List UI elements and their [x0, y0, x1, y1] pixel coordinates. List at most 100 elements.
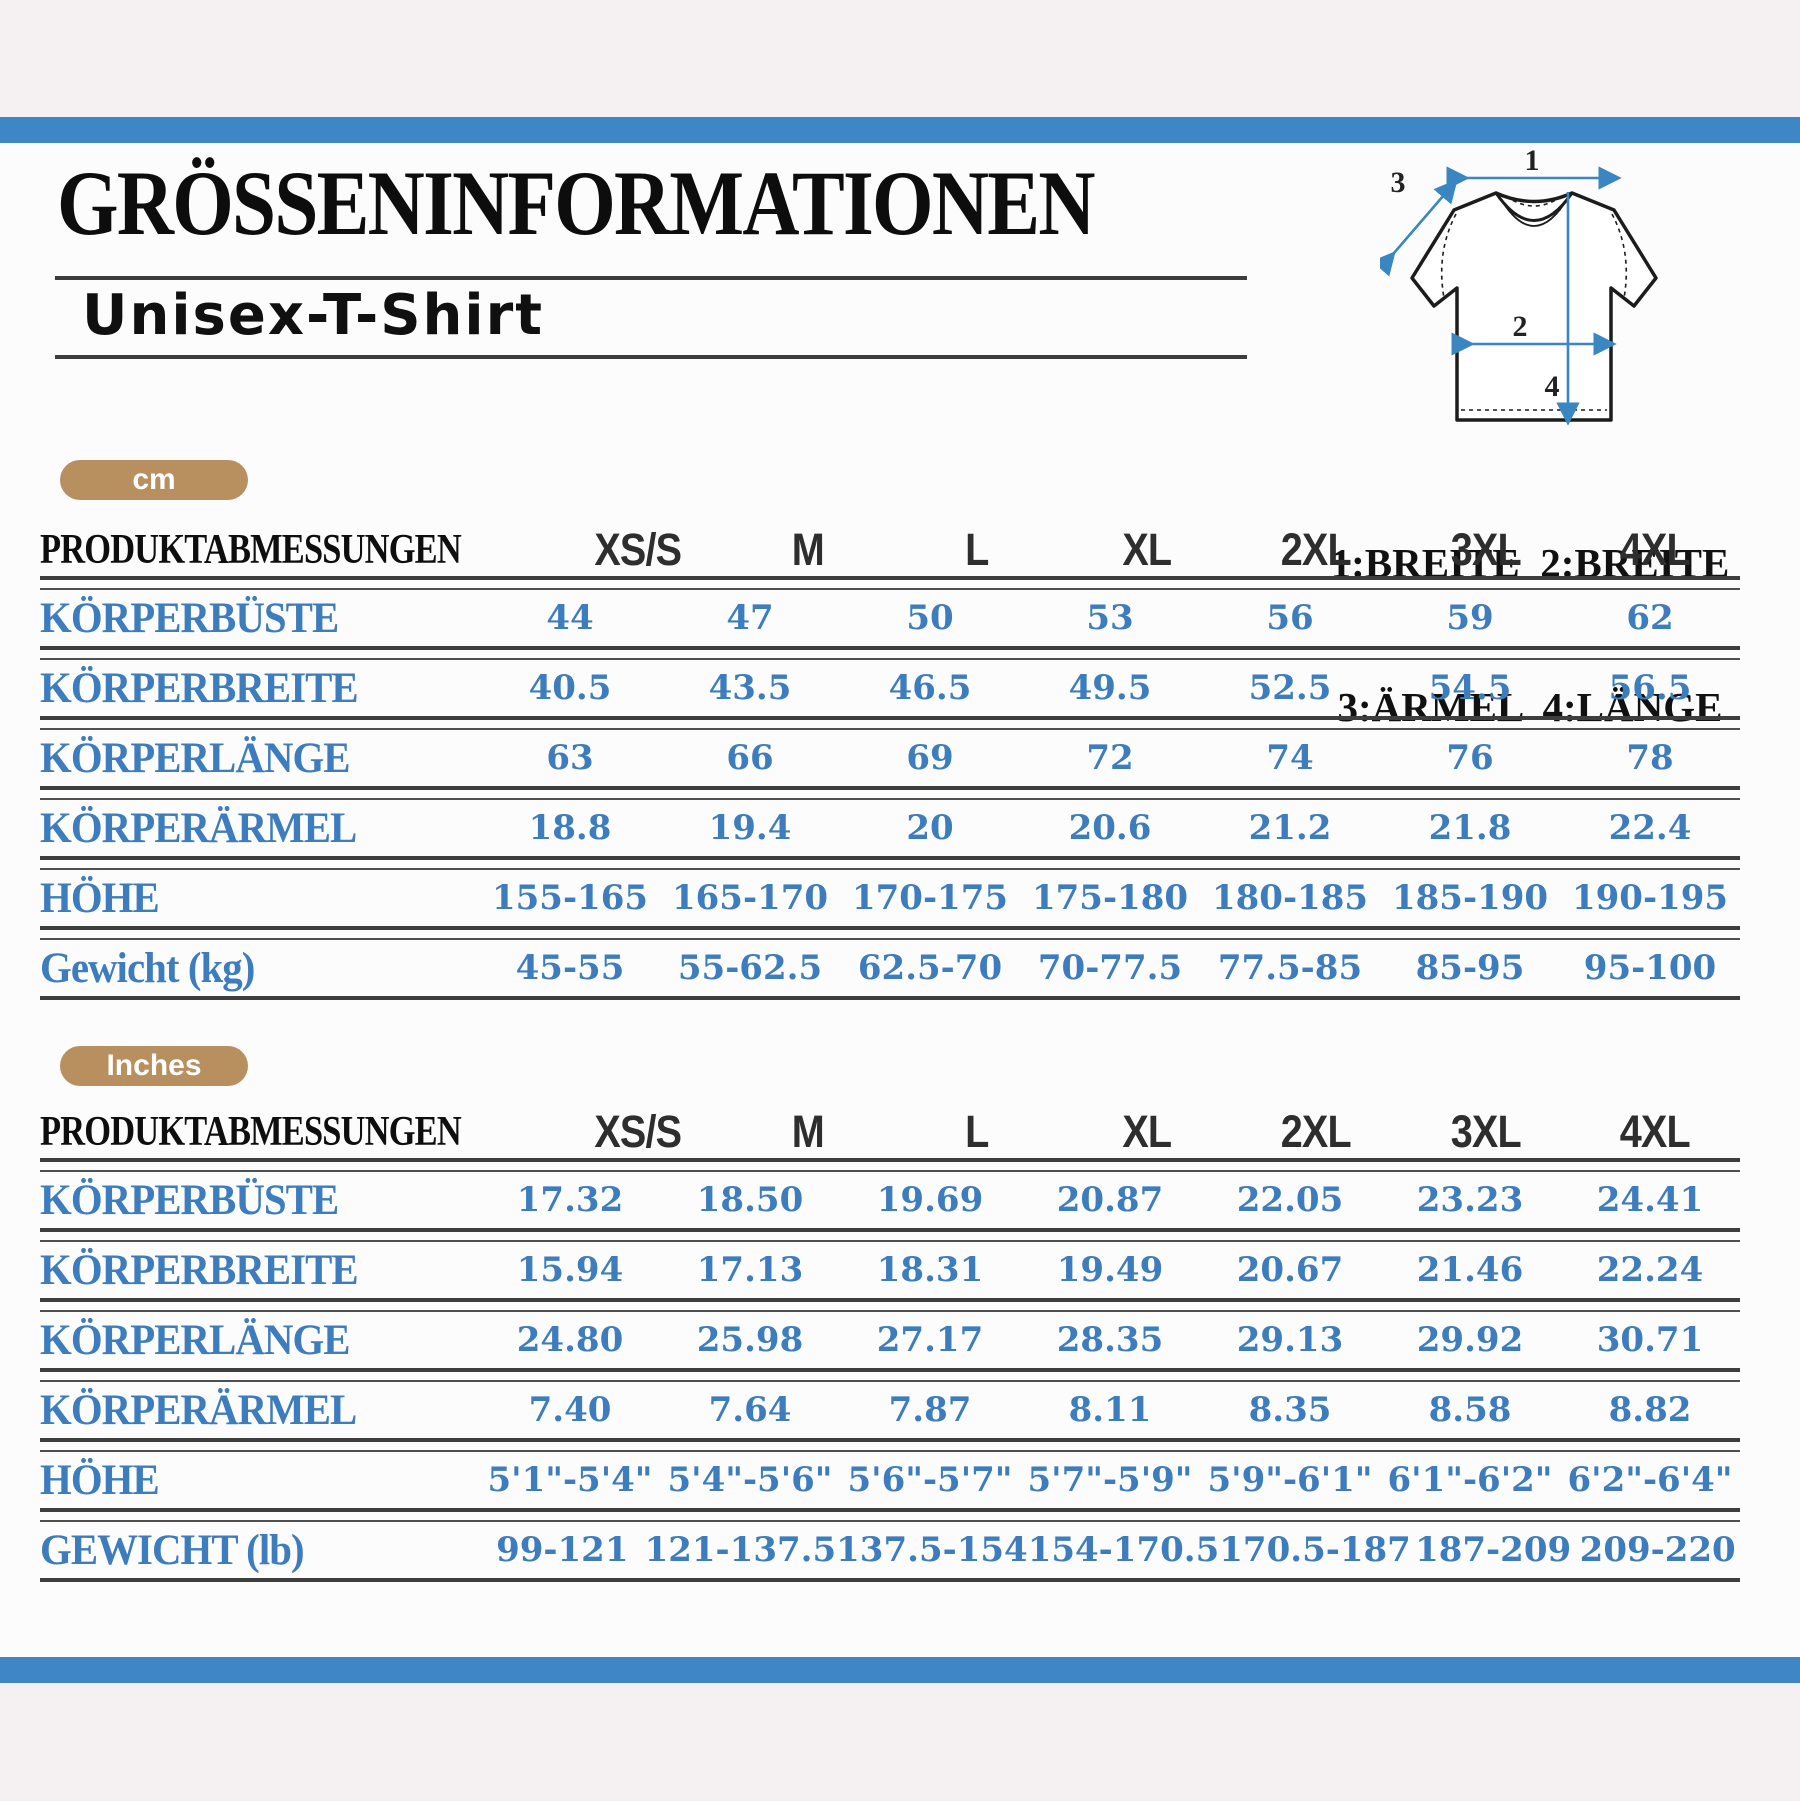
cell-value: 55-62.5	[677, 948, 823, 988]
legend-line-2: 3:ÄRMEL 4:LÄNGE	[1337, 684, 1723, 730]
cell-value: 185-190	[1391, 878, 1549, 918]
cell-value: 62.5-70	[857, 948, 1003, 988]
size-column-header: XS/S	[594, 524, 683, 575]
cell-value: 17.32	[516, 1180, 624, 1220]
row-divider	[40, 856, 1740, 870]
row-divider	[40, 1228, 1740, 1242]
cell-value: 53	[1086, 598, 1134, 638]
subtitle-underline	[55, 355, 1247, 359]
diagram-marker-1: 1	[1525, 148, 1540, 177]
row-divider	[40, 1298, 1740, 1312]
cell-value: 45-55	[515, 948, 625, 988]
cell-value: 170-175	[851, 878, 1009, 918]
table-bottom-rule	[40, 1578, 1740, 1582]
cell-value: 5'1"-5'4"	[487, 1460, 653, 1500]
cell-value: 165-170	[671, 878, 829, 918]
size-column-header: 4XL	[1620, 1106, 1691, 1157]
cell-value: 17.13	[696, 1250, 804, 1290]
size-column-header: M	[791, 1106, 825, 1157]
cell-value: 66	[726, 738, 774, 778]
cell-value: 95-100	[1583, 948, 1717, 988]
cell-value: 30.71	[1596, 1320, 1704, 1360]
cell-value: 21.8	[1428, 808, 1512, 848]
cell-value: 5'4"-5'6"	[667, 1460, 833, 1500]
table-bottom-rule	[40, 996, 1740, 1000]
cell-value: 25.98	[696, 1320, 804, 1360]
size-column-header: XS/S	[594, 1106, 683, 1157]
size-column-header: XL	[1122, 524, 1172, 575]
size-table-cm: PRODUKTABMESSUNGEN XS/S M L XL 2XL 3XL 4…	[40, 524, 1740, 1000]
row-label: Gewicht (kg)	[40, 944, 255, 992]
cell-value: 20.67	[1236, 1250, 1344, 1290]
size-column-header: 2XL	[1281, 524, 1352, 575]
size-column-header: 2XL	[1281, 1106, 1352, 1157]
table-header-row: PRODUKTABMESSUNGEN XS/S M L XL 2XL 3XL 4…	[40, 524, 1740, 576]
row-label: KÖRPERBÜSTE	[40, 594, 339, 642]
cell-value: 155-165	[491, 878, 649, 918]
cell-value: 8.35	[1248, 1390, 1332, 1430]
size-column-header: 4XL	[1620, 524, 1691, 575]
table-row: GEWICHT (lb) 99-121 121-137.5 137.5-154 …	[40, 1522, 1740, 1578]
cell-value: 21.46	[1416, 1250, 1524, 1290]
cell-value: 46.5	[888, 668, 972, 708]
collar-inner-line	[1498, 195, 1570, 227]
diagram-marker-2: 2	[1513, 310, 1528, 343]
measurement-arrow-3	[1380, 179, 1458, 277]
top-accent-bar	[0, 117, 1800, 143]
row-divider	[40, 576, 1740, 590]
title-underline	[55, 276, 1247, 280]
cell-value: 8.58	[1428, 1390, 1512, 1430]
cell-value: 175-180	[1031, 878, 1189, 918]
cell-value: 8.82	[1608, 1390, 1692, 1430]
cell-value: 5'9"-6'1"	[1207, 1460, 1373, 1500]
row-label: HÖHE	[40, 874, 160, 922]
row-label: KÖRPERBREITE	[40, 1246, 359, 1294]
size-column-header: 3XL	[1450, 1106, 1522, 1157]
row-label: GEWICHT (lb)	[40, 1526, 305, 1574]
tshirt-measurement-diagram: 1 3 2 4	[1380, 148, 1658, 426]
cell-value: 29.92	[1416, 1320, 1524, 1360]
tshirt-outline	[1410, 191, 1658, 422]
cell-value: 21.2	[1248, 808, 1332, 848]
table-row: KÖRPERBÜSTE 17.32 18.50 19.69 20.87 22.0…	[40, 1172, 1740, 1228]
row-divider	[40, 926, 1740, 940]
cell-value: 54.5	[1428, 668, 1512, 708]
cell-value: 47	[726, 598, 774, 638]
table-row: HÖHE 155-165 165-170 170-175 175-180 180…	[40, 870, 1740, 926]
row-divider	[40, 1368, 1740, 1382]
cell-value: 49.5	[1068, 668, 1152, 708]
cell-value: 27.17	[876, 1320, 984, 1360]
table-row: HÖHE 5'1"-5'4" 5'4"-5'6" 5'6"-5'7" 5'7"-…	[40, 1452, 1740, 1508]
row-divider	[40, 1158, 1740, 1172]
cell-value: 20.6	[1068, 808, 1152, 848]
cell-value: 170.5-187	[1219, 1530, 1411, 1570]
cell-value: 6'1"-6'2"	[1387, 1460, 1553, 1500]
cell-value: 56.5	[1608, 668, 1692, 708]
bottom-accent-bar	[0, 1657, 1800, 1683]
cell-value: 8.11	[1068, 1390, 1152, 1430]
table-row: KÖRPERBÜSTE 44 47 50 53 56 59 62	[40, 590, 1740, 646]
cell-value: 190-195	[1571, 878, 1729, 918]
product-subtitle: Unisex-T-Shirt	[82, 283, 544, 348]
cell-value: 70-77.5	[1037, 948, 1183, 988]
cell-value: 50	[906, 598, 954, 638]
size-column-header: M	[791, 524, 825, 575]
row-divider	[40, 786, 1740, 800]
row-divider	[40, 1508, 1740, 1522]
cell-value: 22.05	[1236, 1180, 1344, 1220]
table-row: KÖRPERLÄNGE 24.80 25.98 27.17 28.35 29.1…	[40, 1312, 1740, 1368]
cell-value: 78	[1626, 738, 1674, 778]
cell-value: 99-121	[496, 1530, 629, 1570]
row-label: KÖRPERLÄNGE	[40, 1316, 351, 1364]
cell-value: 5'6"-5'7"	[847, 1460, 1013, 1500]
cell-value: 62	[1626, 598, 1674, 638]
cell-value: 154-170.5	[1027, 1530, 1220, 1570]
size-column-header: XL	[1122, 1106, 1172, 1157]
cell-value: 76	[1446, 738, 1494, 778]
row-label: KÖRPERÄRMEL	[40, 1386, 357, 1434]
cell-value: 18.50	[696, 1180, 804, 1220]
cell-value: 5'7"-5'9"	[1027, 1460, 1193, 1500]
row-label: HÖHE	[40, 1456, 160, 1504]
cell-value: 20.87	[1056, 1180, 1164, 1220]
